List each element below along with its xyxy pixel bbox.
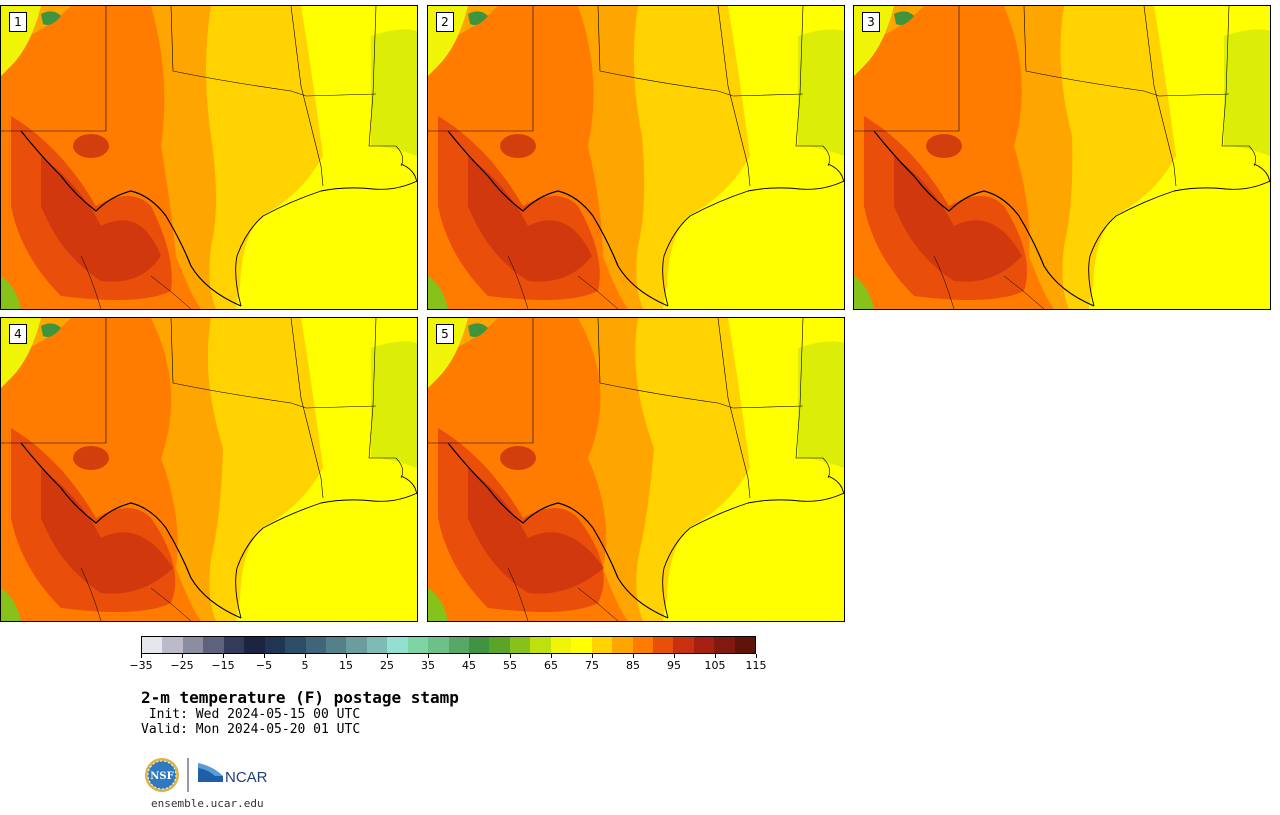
colorbar-tick-label: 65 — [544, 659, 558, 672]
colorbar-tick-label: −25 — [170, 659, 194, 672]
panel-label-3: 3 — [862, 12, 880, 32]
colorbar-tick-label: −5 — [255, 659, 273, 672]
colorbar-tick-label: 15 — [339, 659, 353, 672]
colorbar-cell — [571, 637, 592, 653]
temperature-map-2 — [428, 6, 844, 309]
colorbar-tick-label: 115 — [745, 659, 767, 672]
colorbar-cell — [223, 637, 245, 653]
panel-label-2: 2 — [436, 12, 454, 32]
colorbar-tick — [592, 654, 593, 658]
colorbar-tick-label: −15 — [211, 659, 235, 672]
colorbar-tick — [305, 654, 306, 658]
temperature-map-1 — [1, 6, 417, 309]
colorbar-cell — [162, 637, 183, 653]
colorbar-cell — [325, 637, 347, 653]
colorbar-cell — [264, 637, 286, 653]
colorbar-cell — [673, 637, 694, 653]
colorbar-tick — [387, 654, 388, 658]
colorbar-cell — [387, 637, 408, 653]
colorbar-cell — [203, 637, 224, 653]
colorbar-tick — [715, 654, 716, 658]
colorbar-tick — [469, 654, 470, 658]
colorbar-tick — [633, 654, 634, 658]
colorbar-tick — [756, 654, 757, 658]
colorbar-tick — [264, 654, 265, 658]
colorbar-cell — [142, 637, 163, 653]
colorbar-tick-label: 85 — [626, 659, 640, 672]
colorbar-tick-label: 45 — [462, 659, 476, 672]
colorbar-cell — [182, 637, 204, 653]
colorbar-cell — [346, 637, 367, 653]
colorbar-cell — [530, 637, 551, 653]
colorbar-tick-label: −35 — [129, 659, 153, 672]
colorbar-cell — [305, 637, 326, 653]
colorbar-cell — [632, 637, 653, 653]
colorbar-tick-label: 75 — [585, 659, 599, 672]
valid-time: Valid: Mon 2024-05-20 01 UTC — [141, 722, 361, 737]
colorbar-cell — [448, 637, 469, 653]
colorbar-tick-label: 105 — [704, 659, 726, 672]
logos: NSF NCAR — [143, 756, 283, 796]
colorbar-cell — [366, 637, 388, 653]
colorbar-tick — [141, 654, 142, 658]
colorbar-cell — [509, 637, 531, 653]
colorbar-cell — [591, 637, 613, 653]
panel-4: 4 — [0, 317, 418, 622]
footer-url: ensemble.ucar.edu — [151, 797, 264, 810]
nsf-logo-icon: NSF — [145, 758, 179, 792]
panel-1: 1 — [0, 5, 418, 310]
panel-label-5: 5 — [436, 324, 454, 344]
panel-2: 2 — [427, 5, 845, 310]
colorbar-cell — [469, 637, 490, 653]
init-time: Init: Wed 2024-05-15 00 UTC — [141, 707, 361, 722]
panel-5: 5 — [427, 317, 845, 622]
colorbar-tick — [346, 654, 347, 658]
colorbar-cell — [550, 637, 572, 653]
temperature-map-5 — [428, 318, 844, 621]
colorbar-tick — [551, 654, 552, 658]
nsf-logo-text: NSF — [150, 771, 173, 782]
colorbar-tick-label: 95 — [667, 659, 681, 672]
colorbar-tick — [182, 654, 183, 658]
ncar-logo-text: NCAR — [225, 769, 268, 786]
colorbar-cell — [489, 637, 510, 653]
panel-label-4: 4 — [9, 324, 27, 344]
colorbar-tick — [674, 654, 675, 658]
colorbar-cell — [693, 637, 715, 653]
colorbar — [141, 636, 756, 654]
colorbar-cell — [714, 637, 735, 653]
colorbar-tick-label: 55 — [503, 659, 517, 672]
colorbar-cell — [612, 637, 633, 653]
temperature-map-3 — [854, 6, 1270, 309]
colorbar-cell — [285, 637, 306, 653]
colorbar-tick — [428, 654, 429, 658]
colorbar-cell — [428, 637, 449, 653]
figure-title: 2-m temperature (F) postage stamp — [141, 688, 459, 707]
colorbar-tick-label: 5 — [301, 659, 309, 672]
colorbar-tick-label: 35 — [421, 659, 435, 672]
colorbar-cell — [407, 637, 429, 653]
panel-label-1: 1 — [9, 12, 27, 32]
colorbar-ticks: −35 −25 −15 −5 5 15 25 35 45 55 65 75 85 95 105 115 — [129, 654, 767, 678]
colorbar-cell — [652, 637, 674, 653]
colorbar-tick — [223, 654, 224, 658]
colorbar-cell — [734, 637, 756, 653]
colorbar-tick — [510, 654, 511, 658]
temperature-map-4 — [1, 318, 417, 621]
ncar-logo-icon: NCAR — [198, 763, 268, 786]
colorbar-tick-label: 25 — [380, 659, 394, 672]
panel-3: 3 — [853, 5, 1271, 310]
colorbar-cell — [244, 637, 265, 653]
